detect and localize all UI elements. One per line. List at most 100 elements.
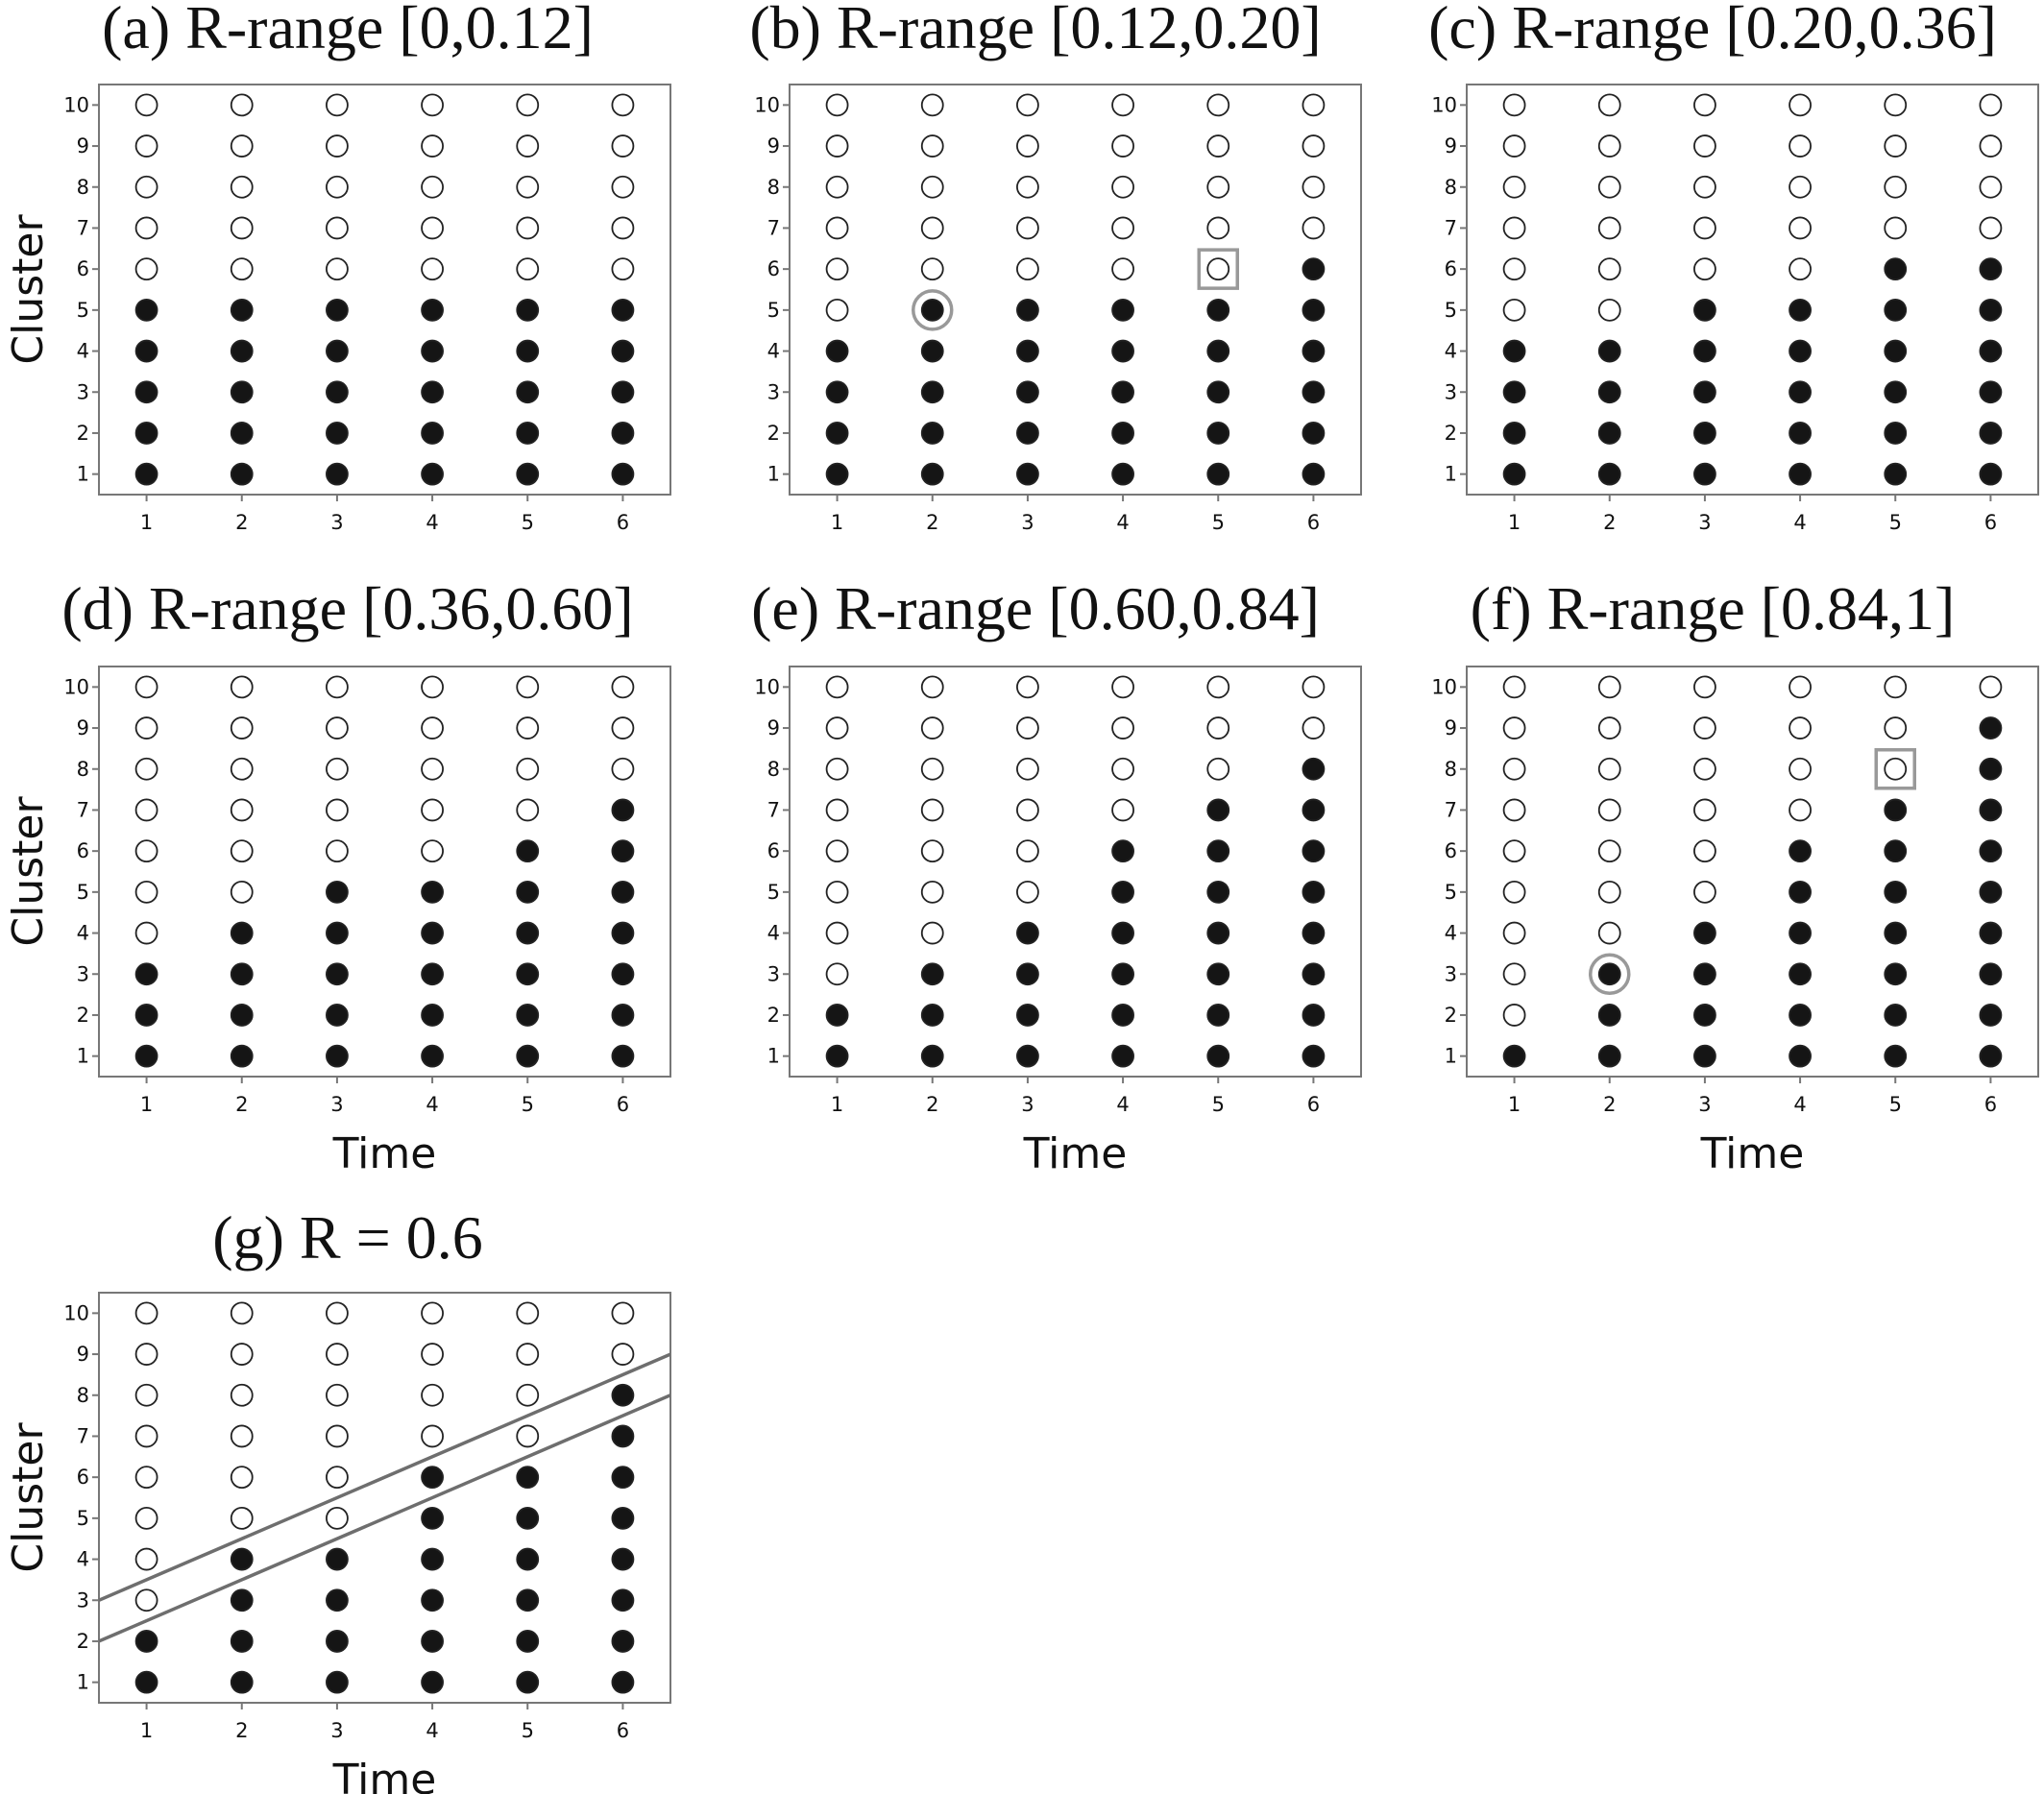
point-filled: [1111, 339, 1134, 363]
point-filled: [1016, 921, 1039, 945]
point-filled: [1979, 1044, 2003, 1068]
point-filled: [1302, 298, 1326, 322]
point-open: [1597, 880, 1621, 904]
highlight-square: [1197, 248, 1239, 290]
point-open: [516, 1424, 540, 1448]
point-filled: [1884, 422, 1908, 445]
point-open: [825, 675, 849, 699]
point-filled: [134, 1004, 158, 1027]
point-filled: [920, 422, 944, 445]
point-open: [1016, 716, 1039, 739]
y-tick-label: 6: [767, 839, 780, 862]
panel-c: (c) R-range [0.20,0.36] 1 2 3 4 5 6 1 2 3 4 5 6 7 8 9 10: [1428, 0, 2039, 534]
point-open: [421, 1424, 444, 1448]
point-open: [326, 675, 349, 699]
point-open: [825, 839, 849, 863]
point-open: [326, 1383, 349, 1407]
y-tick-label: 8: [1445, 176, 1457, 199]
point-filled: [1111, 380, 1134, 404]
panel-d: (d) R-range [0.36,0.60] 1 2 3 4 5 6 1 2 3 4 5 6 7 8 9 10…: [4, 574, 671, 1178]
point-open: [1111, 716, 1134, 739]
y-tick-label: 4: [767, 340, 780, 363]
point-filled: [516, 339, 540, 363]
point-filled: [1206, 798, 1230, 822]
point-open: [230, 880, 254, 904]
y-tick-label: 7: [77, 798, 89, 821]
y-tick-label: 4: [77, 1548, 89, 1571]
point-open: [134, 880, 158, 904]
x-tick-label: 3: [330, 511, 343, 534]
point-filled: [1693, 380, 1716, 404]
x-tick-label: 3: [1021, 1093, 1034, 1116]
point-filled: [516, 921, 540, 945]
point-open: [1788, 175, 1812, 199]
point-filled: [1302, 1004, 1326, 1027]
point-filled: [1788, 380, 1812, 404]
y-tick-label: 10: [63, 675, 89, 698]
point-open: [134, 175, 158, 199]
point-open: [230, 93, 254, 117]
y-tick-label: 5: [77, 299, 89, 322]
point-filled: [421, 921, 444, 945]
point-filled: [1302, 462, 1326, 486]
point-filled: [134, 962, 158, 986]
point-filled: [516, 1630, 540, 1653]
point-open: [1111, 757, 1134, 781]
x-tick-label: 1: [1508, 511, 1521, 534]
point-filled: [1502, 380, 1526, 404]
point-open: [611, 716, 635, 739]
y-tick-label: 7: [1445, 216, 1457, 239]
point-filled: [611, 339, 635, 363]
point-filled: [1016, 462, 1039, 486]
point-open: [1788, 757, 1812, 781]
point-filled: [1979, 839, 2003, 863]
y-tick-label: 8: [767, 176, 780, 199]
point-filled: [1206, 839, 1230, 863]
y-axis-label: Cluster: [4, 796, 53, 947]
x-tick-label: 6: [1307, 511, 1320, 534]
point-open: [1597, 216, 1621, 240]
y-tick-label: 3: [1445, 380, 1457, 403]
point-open: [1016, 675, 1039, 699]
point-filled: [1693, 962, 1716, 986]
point-open: [1597, 839, 1621, 863]
x-tick-label: 5: [522, 1093, 534, 1116]
point-open: [1502, 298, 1526, 322]
point-filled: [134, 1630, 158, 1653]
point-filled: [1979, 298, 2003, 322]
x-tick-label: 4: [426, 511, 438, 534]
point-open: [516, 93, 540, 117]
point-filled: [326, 1588, 349, 1612]
point-open: [421, 839, 444, 863]
point-filled: [516, 1670, 540, 1694]
point-open: [1016, 798, 1039, 822]
point-filled: [1979, 880, 2003, 904]
point-open: [1597, 757, 1621, 781]
y-tick-label: 2: [767, 1004, 780, 1027]
point-open: [1502, 962, 1526, 986]
point-filled: [1788, 422, 1812, 445]
point-open: [230, 134, 254, 158]
point-filled: [516, 422, 540, 445]
point-filled: [1884, 380, 1908, 404]
point-filled: [421, 1004, 444, 1027]
y-tick-label: 1: [77, 1671, 89, 1694]
point-open: [230, 216, 254, 240]
point-filled: [326, 298, 349, 322]
point-open: [920, 921, 944, 945]
point-open: [825, 257, 849, 281]
point-open: [1788, 134, 1812, 158]
point-open: [516, 257, 540, 281]
point-filled: [1597, 380, 1621, 404]
x-tick-label: 2: [235, 1719, 248, 1742]
point-open: [230, 716, 254, 739]
point-open: [1111, 175, 1134, 199]
point-open: [230, 1301, 254, 1325]
point-open: [1302, 216, 1326, 240]
point-filled: [1884, 880, 1908, 904]
point-open: [134, 1424, 158, 1448]
point-filled: [134, 380, 158, 404]
point-filled: [421, 1044, 444, 1068]
point-open: [920, 134, 944, 158]
point-filled: [326, 921, 349, 945]
